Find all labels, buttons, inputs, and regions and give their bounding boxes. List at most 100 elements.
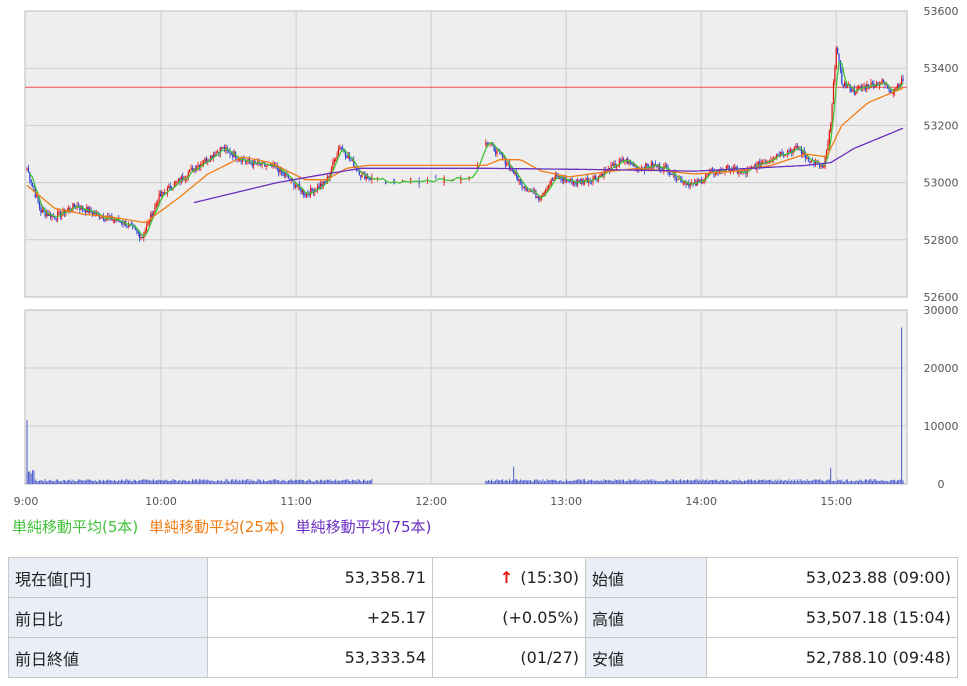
volume-bar: [504, 480, 506, 484]
volume-tick-label: 20000: [924, 362, 959, 375]
volume-bar: [77, 479, 79, 484]
volume-bar: [111, 480, 113, 484]
ma5-line: [29, 61, 904, 238]
volume-bar: [616, 480, 618, 484]
volume-bar: [292, 480, 294, 484]
volume-bar: [570, 480, 572, 484]
volume-bar: [742, 481, 744, 484]
volume-bar: [636, 481, 638, 484]
candle-body: [485, 142, 487, 147]
candle-body: [182, 176, 184, 180]
volume-bar: [349, 481, 351, 484]
volume-bar: [289, 479, 291, 484]
volume-bar: [552, 479, 554, 484]
volume-bar: [235, 479, 237, 484]
candle-body: [134, 227, 137, 230]
volume-bar: [326, 479, 328, 484]
candle-body: [635, 164, 637, 170]
volume-bar: [109, 480, 111, 484]
volume-bar: [80, 479, 82, 484]
candle-body: [621, 158, 623, 161]
volume-bar: [346, 479, 348, 484]
candle-body: [845, 82, 847, 87]
volume-bar: [267, 481, 269, 484]
candle-body: [646, 163, 648, 166]
volume-bar: [216, 480, 218, 484]
candle-body: [205, 158, 207, 162]
volume-bar: [84, 480, 86, 484]
volume-bar: [365, 481, 367, 484]
candle-body: [654, 164, 657, 166]
candle-body: [346, 156, 348, 158]
current-price-label: 現在値[円]: [8, 557, 208, 598]
candle-body: [518, 179, 520, 182]
candle-body: [745, 172, 747, 174]
y-tick-label: 53200: [924, 119, 959, 132]
volume-bar: [499, 480, 501, 484]
volume-bar: [144, 479, 146, 484]
volume-bar: [682, 479, 684, 484]
candle-body: [328, 176, 330, 178]
volume-bar: [360, 481, 362, 484]
candle-body: [809, 161, 811, 163]
volume-bar: [524, 480, 526, 484]
volume-bar: [869, 479, 871, 484]
volume-bar: [246, 479, 248, 484]
volume-bar: [796, 479, 798, 484]
volume-bar: [877, 480, 879, 484]
volume-bar: [194, 479, 196, 484]
candle-body: [55, 219, 57, 221]
volume-bar: [641, 480, 643, 484]
candle-body: [350, 159, 352, 161]
volume-bar: [535, 479, 537, 484]
volume-bar: [550, 479, 552, 484]
volume-bar: [134, 480, 136, 484]
volume-bar: [343, 479, 345, 484]
candle-body: [236, 158, 238, 160]
volume-bar: [895, 481, 897, 484]
volume-bar: [329, 479, 331, 484]
volume-bar: [618, 479, 620, 484]
volume-bar: [766, 480, 768, 484]
candle-body: [336, 155, 338, 160]
candle-body: [620, 160, 622, 162]
volume-bar: [364, 480, 366, 484]
volume-bar: [161, 479, 163, 484]
volume-bar: [146, 479, 148, 484]
volume-bar: [681, 481, 683, 484]
candle-body: [29, 172, 31, 180]
volume-bar: [648, 480, 650, 484]
volume-bar: [627, 481, 629, 484]
candle-body: [351, 159, 353, 161]
volume-bar: [43, 481, 45, 484]
volume-bar: [159, 480, 161, 484]
candle-body: [881, 79, 883, 84]
volume-bar: [866, 479, 868, 484]
volume-bar: [130, 481, 132, 484]
candle-body: [650, 162, 652, 168]
volume-bar: [239, 479, 241, 484]
volume-bar: [314, 481, 316, 484]
candle-body: [230, 154, 232, 156]
volume-bar: [171, 480, 173, 484]
volume-bar: [803, 480, 805, 484]
volume-bar: [556, 480, 558, 484]
candle-body: [768, 160, 771, 162]
volume-bar: [70, 481, 72, 484]
volume-bar: [180, 481, 182, 484]
volume-bar: [251, 480, 253, 484]
candle-body: [283, 172, 285, 176]
volume-bar: [183, 479, 185, 484]
candle-body: [599, 175, 601, 177]
candle-body: [568, 180, 570, 182]
candle-body: [725, 166, 728, 171]
volume-bar: [162, 480, 164, 484]
candle-body: [853, 88, 855, 94]
volume-bar: [496, 479, 498, 484]
volume-tick-label: 10000: [924, 420, 959, 433]
candle-body: [520, 179, 522, 182]
volume-bar: [350, 481, 352, 484]
volume-bar: [221, 480, 223, 484]
volume-bar: [660, 480, 662, 484]
volume-bar: [271, 480, 273, 484]
